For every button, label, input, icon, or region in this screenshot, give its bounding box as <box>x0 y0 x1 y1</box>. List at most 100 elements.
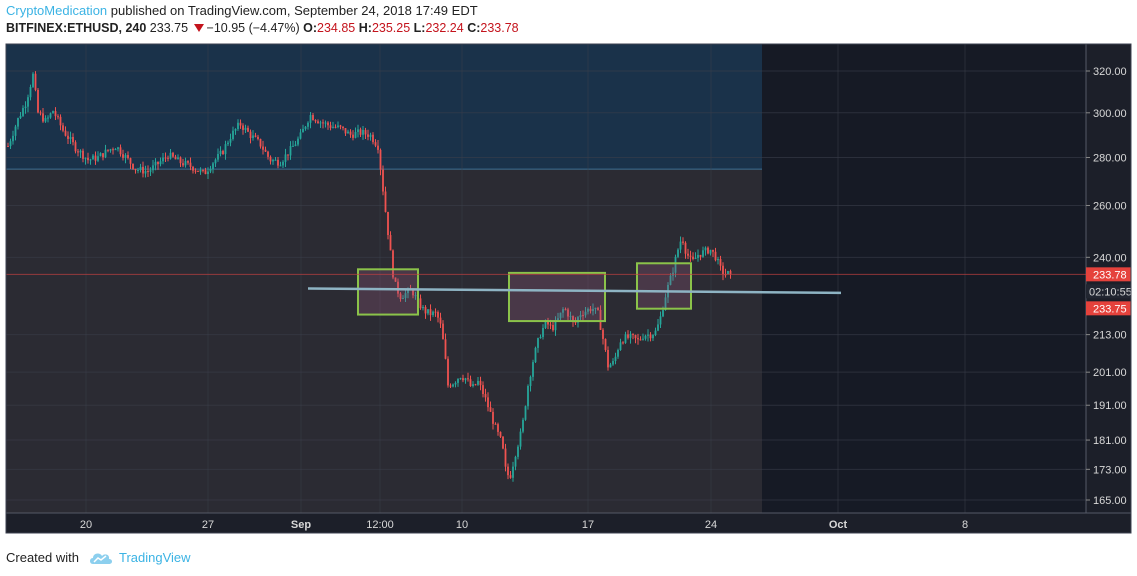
candle-body <box>44 117 47 122</box>
y-tick-label: 300.00 <box>1093 108 1127 120</box>
candle-body <box>539 336 542 339</box>
candle-body <box>627 334 629 338</box>
candle-body <box>592 309 594 312</box>
candle-body <box>679 241 682 250</box>
candle-body <box>162 157 164 162</box>
candle-body <box>172 152 174 157</box>
candle-body <box>207 171 209 175</box>
candle-body <box>394 277 397 282</box>
close-value: 233.78 <box>480 21 519 35</box>
candle-body <box>547 320 549 325</box>
author-link[interactable]: CryptoMedication <box>6 3 108 18</box>
countdown-tag <box>1086 284 1131 299</box>
candle-body <box>239 122 242 126</box>
candle-body <box>144 171 147 174</box>
candle-body <box>462 378 464 381</box>
candle-body <box>577 317 579 323</box>
candle-body <box>524 406 527 420</box>
candle-body <box>234 128 237 131</box>
y-tick-label: 240.00 <box>1093 252 1127 264</box>
candle-body <box>59 116 62 126</box>
candle-body <box>487 397 489 408</box>
candle-body <box>407 288 409 294</box>
candle-body <box>554 319 557 331</box>
candle-body <box>287 154 289 156</box>
candle-body <box>632 333 634 335</box>
candle-body <box>607 349 609 368</box>
trendline <box>307 287 842 295</box>
candle-body <box>184 161 187 166</box>
candle-body <box>9 141 12 147</box>
candle-body <box>482 385 484 395</box>
price-chart[interactable]: 320.00 300.00 280.00 260.00 240.00 213.00 201.… <box>0 40 1137 540</box>
candle-body <box>112 149 114 151</box>
candle-body <box>187 161 189 163</box>
candle-body <box>309 115 312 123</box>
candle-body <box>684 242 687 254</box>
candle-body <box>189 162 192 167</box>
candle-body <box>564 309 567 311</box>
candle-body <box>514 456 517 467</box>
x-tick-label: 8 <box>962 519 968 531</box>
candle-body <box>572 316 574 322</box>
candle-body <box>497 424 499 432</box>
high-label: H: <box>358 21 372 35</box>
y-tick-label: 181.00 <box>1093 435 1127 447</box>
last-price-tag <box>1086 267 1131 282</box>
candle-body <box>489 407 492 412</box>
candle-body <box>452 384 454 387</box>
tradingview-brand[interactable]: TradingView <box>118 550 191 565</box>
candle-body <box>204 170 207 175</box>
candle-body <box>297 138 299 145</box>
candle-body <box>617 349 619 357</box>
candle-body <box>47 117 49 119</box>
x-tick-label: 10 <box>456 519 468 531</box>
candle-body <box>352 134 354 138</box>
candle-body <box>299 132 302 139</box>
candle-body <box>334 126 337 128</box>
countdown-tag-label: 02:10:55 <box>1089 286 1132 298</box>
low-value: 232.24 <box>425 21 464 35</box>
candle-body <box>412 289 414 296</box>
candle-body <box>362 130 364 135</box>
candle-body <box>302 128 304 133</box>
candle-body <box>97 156 99 161</box>
candle-body <box>599 309 602 330</box>
candle-body <box>52 111 54 114</box>
candle-body <box>262 146 264 150</box>
candle-body <box>332 126 334 128</box>
candle-body <box>467 378 469 380</box>
low-label: L: <box>413 21 426 35</box>
candle-body <box>579 315 582 318</box>
candle-body <box>7 146 9 148</box>
candle-body <box>397 281 399 294</box>
candle-body <box>582 315 584 317</box>
candle-body <box>62 125 64 131</box>
candle-body <box>29 87 32 98</box>
candle-body <box>24 106 27 109</box>
candle-body <box>474 384 477 386</box>
candle-body <box>377 145 379 150</box>
candle-body <box>99 153 102 157</box>
candle-body <box>222 150 224 155</box>
candle-body <box>274 159 277 161</box>
candle-body <box>289 146 292 156</box>
candle-body <box>42 113 44 122</box>
time-axis <box>6 513 1086 533</box>
candle-body <box>402 297 404 299</box>
candle-body <box>692 256 694 260</box>
candle-body <box>639 339 642 341</box>
down-triangle-icon <box>193 24 204 32</box>
candle-body <box>164 157 167 159</box>
candle-body <box>609 364 612 368</box>
candle-body <box>424 306 427 314</box>
y-tick-label: 280.00 <box>1093 152 1127 164</box>
candle-body <box>629 333 632 338</box>
y-tick-label: 260.00 <box>1093 200 1127 212</box>
candle-body <box>17 118 19 127</box>
candle-body <box>94 155 97 161</box>
candle-body <box>22 108 24 116</box>
candle-body <box>719 259 722 266</box>
candle-body <box>244 127 247 130</box>
candle-body <box>642 338 644 340</box>
